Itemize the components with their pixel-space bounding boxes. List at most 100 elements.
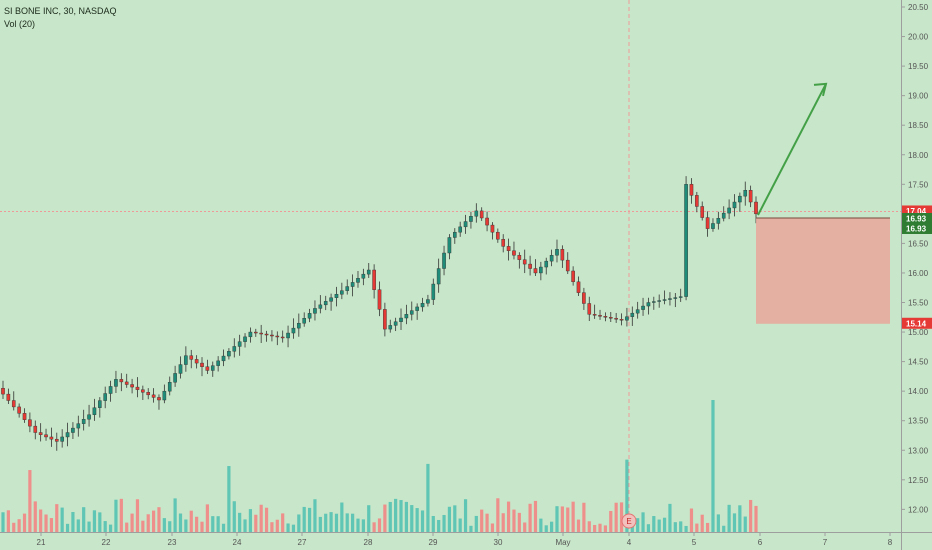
y-tick-label: 12.50	[908, 476, 929, 485]
candle-body	[426, 299, 430, 304]
candle-body	[6, 393, 11, 401]
price-label-box	[902, 222, 932, 234]
candle-body	[280, 336, 285, 339]
volume-bar	[39, 509, 43, 532]
candle-body	[270, 334, 274, 337]
candle-body	[302, 318, 307, 324]
volume-bar	[517, 512, 521, 532]
candle-body	[668, 298, 672, 300]
volume-bar	[87, 521, 91, 532]
volume-bar	[243, 519, 247, 532]
volume-bar	[340, 502, 344, 532]
candle-body	[522, 259, 527, 265]
volume-bar	[689, 508, 694, 532]
volume-bar	[351, 513, 355, 532]
candle-body	[313, 308, 317, 314]
candle-body	[662, 299, 667, 301]
volume-bar	[221, 523, 226, 532]
volume-bar	[44, 514, 48, 532]
volume-bar	[506, 501, 511, 532]
volume-bar	[264, 507, 269, 532]
volume-bar	[200, 521, 204, 532]
candle-body	[748, 190, 753, 203]
candle-body	[366, 269, 371, 275]
volume-bar	[383, 504, 387, 532]
volume-bar	[22, 513, 27, 532]
volume-bar	[657, 519, 661, 532]
candle-body	[178, 364, 183, 374]
volume-bar	[146, 514, 150, 532]
candle-body	[237, 341, 242, 347]
candle-body	[619, 319, 624, 321]
candle-body	[652, 301, 656, 303]
volume-bar	[248, 509, 253, 532]
candle-body	[173, 373, 177, 383]
volume-bar	[463, 499, 468, 532]
volume-bar	[576, 519, 581, 532]
volume-bar	[582, 502, 586, 532]
volume-bar	[157, 507, 161, 532]
candle-body	[388, 325, 393, 330]
candle-body	[549, 255, 554, 262]
volume-bar	[238, 512, 242, 532]
candle-body	[603, 316, 608, 318]
volume-bar	[700, 514, 704, 532]
candle-body	[98, 400, 102, 408]
y-tick-label: 13.50	[908, 417, 929, 426]
candle-body	[404, 314, 409, 319]
candle-body	[141, 389, 145, 393]
candle-body	[210, 365, 215, 371]
candle-body	[635, 309, 640, 314]
price-label-zone-bottom: 15.14	[906, 319, 927, 328]
volume-bar	[469, 525, 473, 532]
volume-bar	[544, 525, 548, 532]
volume-bar	[173, 498, 177, 532]
volume-bar	[732, 513, 737, 532]
volume-bar	[227, 466, 231, 532]
volume-bar	[684, 525, 688, 532]
candle-body	[361, 273, 366, 279]
volume-bar	[673, 522, 677, 532]
volume-bar	[388, 501, 392, 532]
candle-body	[533, 268, 538, 274]
candle-body	[372, 269, 376, 290]
candle-body	[264, 333, 269, 336]
candle-body	[87, 414, 91, 420]
volume-bar	[458, 518, 462, 532]
candle-body	[420, 303, 425, 308]
candle-body	[506, 246, 511, 251]
volume-bar	[490, 523, 495, 532]
volume-bar	[92, 510, 97, 532]
volume-bar	[254, 514, 258, 532]
candle-body	[646, 302, 651, 307]
y-tick-label: 12.00	[908, 505, 929, 514]
x-tick-label: 5	[692, 538, 697, 547]
volume-bar	[749, 499, 753, 532]
price-label-bid: 16.93	[906, 214, 927, 223]
volume-bar	[98, 512, 102, 532]
candle-body	[436, 268, 441, 285]
volume-bar	[205, 504, 209, 532]
candle-body	[345, 286, 350, 291]
x-tick-label: 28	[364, 538, 373, 547]
x-tick-label: 23	[168, 538, 177, 547]
volume-bar	[727, 504, 731, 532]
candle-body	[76, 423, 81, 429]
candle-body	[307, 313, 312, 319]
candle-body	[501, 239, 506, 247]
volume-bar	[593, 524, 597, 532]
candle-body	[356, 278, 360, 283]
candle-body	[340, 290, 344, 295]
candle-body	[496, 231, 500, 240]
candle-body	[641, 305, 645, 310]
candle-body	[743, 190, 748, 197]
candle-body	[124, 381, 129, 385]
volume-bar	[447, 506, 452, 532]
volume-bar	[324, 513, 328, 532]
volume-bar	[302, 506, 306, 532]
candle-body	[205, 366, 210, 371]
candle-body	[1, 387, 5, 395]
volume-bar	[216, 516, 220, 532]
candle-body	[614, 318, 618, 320]
